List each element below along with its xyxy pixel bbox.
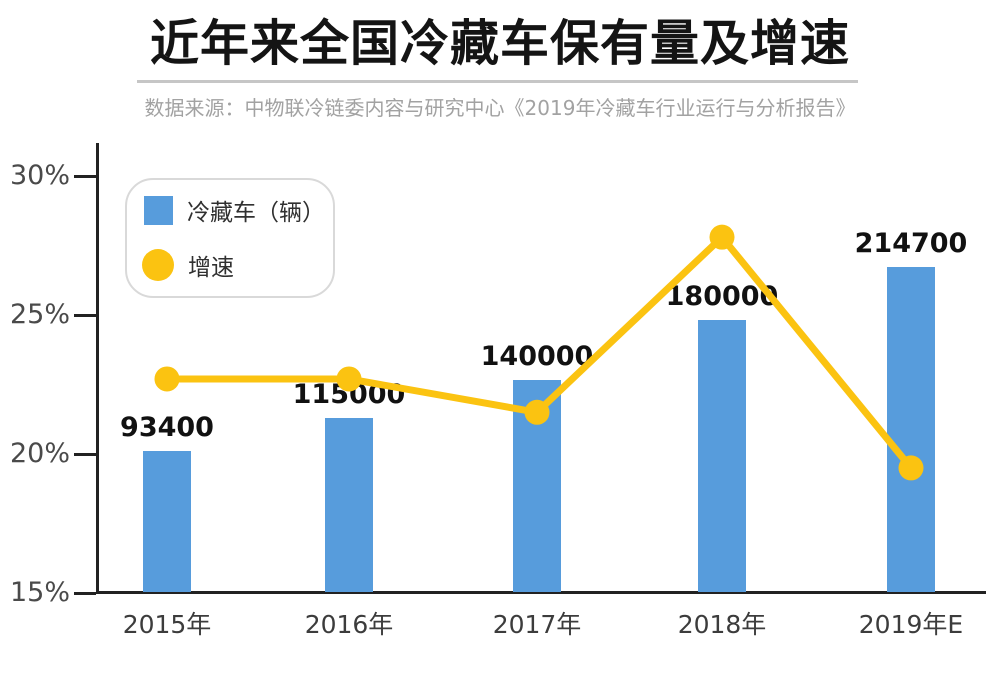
x-axis-line: [96, 591, 986, 594]
bar-value-label: 180000: [665, 281, 779, 312]
bar-value-label: 140000: [480, 341, 594, 372]
title-divider: [137, 80, 858, 83]
legend-box: 冷藏车（辆） 增速: [125, 178, 335, 298]
y-axis-tick-mark: [74, 452, 96, 456]
bar-value-label: 115000: [292, 379, 406, 410]
legend-label-bars: 冷藏车（辆）: [187, 200, 325, 226]
bar-2016年: [325, 418, 373, 592]
page-title: 近年来全国冷藏车保有量及增速: [149, 15, 850, 72]
data-source-note: 数据来源：中物联冷链委内容与研究中心《2019年冷藏车行业运行与分析报告》: [144, 96, 856, 120]
bar-swatch-icon: [144, 195, 173, 225]
y-axis-tick-label: 20%: [9, 438, 70, 469]
legend-item-line: 增速: [142, 248, 333, 282]
x-axis-label: 2016年: [304, 610, 394, 639]
bar-value-label: 214700: [854, 228, 968, 259]
x-axis-label: 2017年: [492, 610, 582, 639]
bar-2017年: [513, 380, 561, 592]
x-axis-label: 2015年: [122, 610, 212, 639]
legend-item-bars: 冷藏车（辆）: [142, 193, 333, 227]
x-axis-label: 2018年: [677, 610, 767, 639]
growth-point: [154, 366, 180, 392]
y-axis-tick-mark: [74, 591, 96, 595]
legend-label-line: 增速: [188, 255, 234, 281]
y-axis-tick-label: 15%: [9, 577, 70, 608]
line-swatch-icon: [142, 249, 174, 281]
growth-point: [709, 224, 735, 250]
y-axis-tick-label: 30%: [9, 160, 70, 191]
x-axis-label: 2019年E: [858, 610, 964, 639]
bar-2019年E: [887, 267, 935, 592]
y-axis-tick-mark: [74, 313, 96, 317]
y-axis-tick-mark: [74, 174, 96, 178]
y-axis-tick-label: 25%: [9, 299, 70, 330]
bar-2018年: [698, 320, 746, 592]
bar-value-label: 93400: [120, 412, 214, 443]
bar-2015年: [143, 451, 191, 592]
y-axis-line: [96, 143, 99, 594]
